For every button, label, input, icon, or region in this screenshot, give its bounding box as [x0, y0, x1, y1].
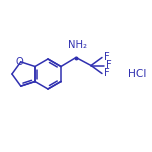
- Text: O: O: [16, 57, 24, 67]
- Text: HCl: HCl: [128, 69, 146, 79]
- Text: F: F: [104, 52, 110, 62]
- Text: F: F: [106, 60, 112, 71]
- Text: NH₂: NH₂: [69, 40, 88, 50]
- Text: F: F: [104, 69, 110, 78]
